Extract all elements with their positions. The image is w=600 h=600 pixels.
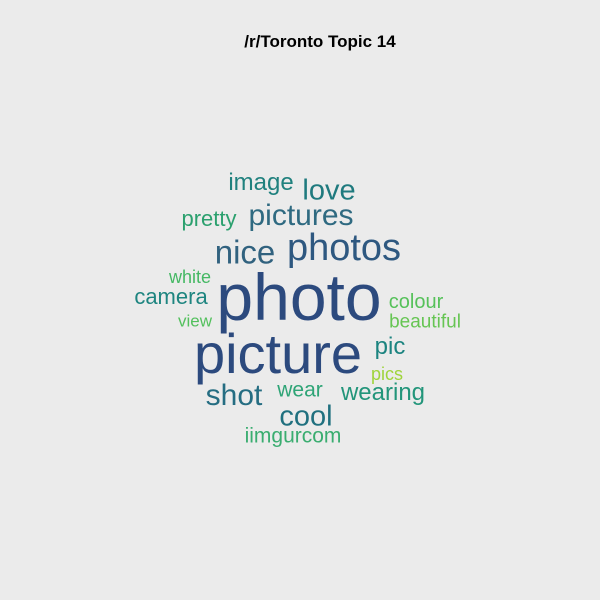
word-love: love [302,174,356,207]
word-image: image [228,169,294,196]
word-iimgurcom: iimgurcom [244,424,342,448]
word-colour: colour [388,291,444,313]
word-beautiful: beautiful [389,311,461,333]
word-camera: camera [134,284,208,309]
word-wear: wear [277,378,323,402]
word-wearing: wearing [340,379,426,406]
word-picture: picture [193,322,363,385]
word-photos: photos [286,227,402,269]
word-view: view [177,311,213,331]
word-nice: nice [214,233,276,271]
word-cool: cool [279,400,333,433]
word-pictures: pictures [248,199,354,232]
word-pics: pics [370,364,404,384]
word-pic: pic [374,333,406,360]
word-pretty: pretty [181,206,237,231]
word-shot: shot [205,379,263,412]
word-white: white [168,267,212,287]
chart-title: /r/Toronto Topic 14 [244,32,396,51]
word-photo: photo [216,260,382,334]
